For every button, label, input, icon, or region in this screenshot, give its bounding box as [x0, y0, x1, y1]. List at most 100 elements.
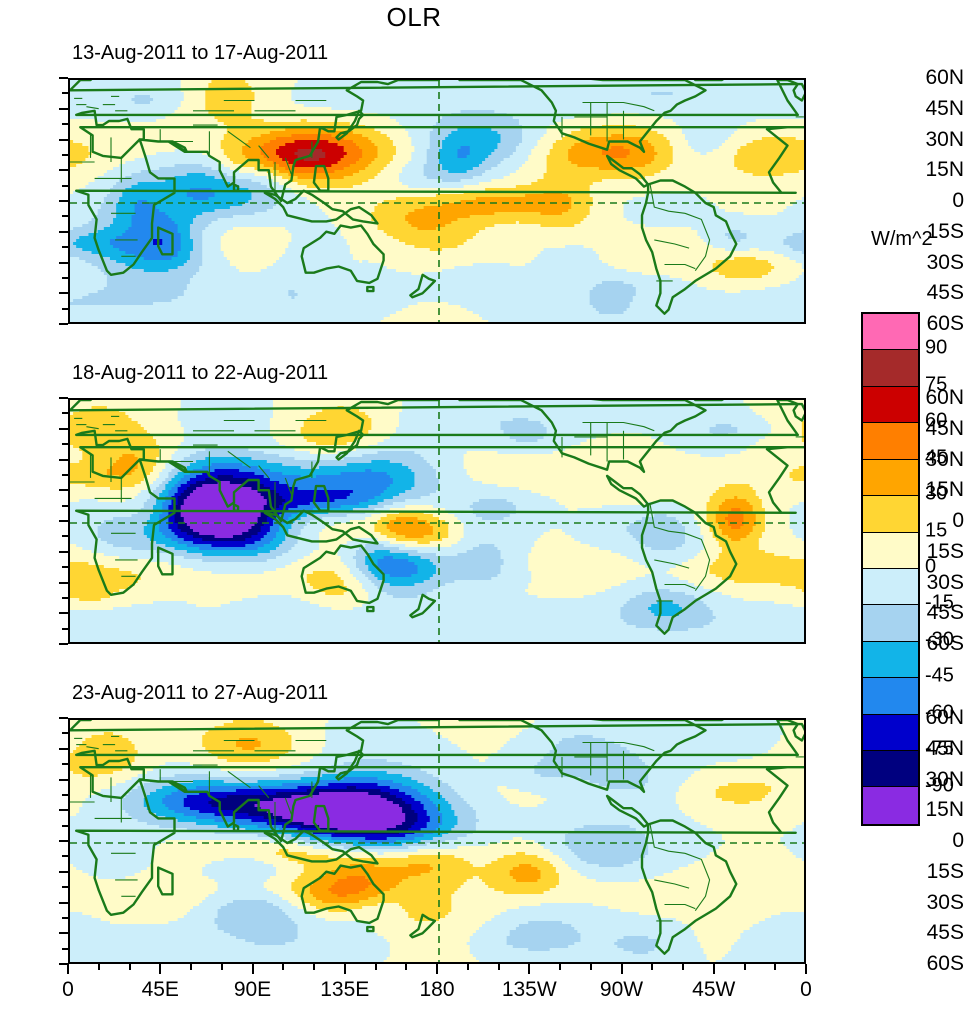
y-axis-tick — [59, 107, 68, 110]
y-tick-label: 30S — [926, 890, 964, 914]
colorbar-band — [863, 423, 918, 460]
y-axis-minor-tick — [62, 596, 68, 599]
x-axis-minor-tick — [128, 964, 131, 970]
y-tick-label: 0 — [952, 829, 964, 852]
y-axis-minor-tick — [62, 535, 68, 538]
colorbar-band — [863, 641, 918, 679]
y-axis-tick — [59, 643, 68, 645]
y-axis-minor-tick — [62, 184, 68, 187]
x-axis-minor-tick — [743, 964, 746, 970]
x-axis-minor-tick — [559, 964, 561, 970]
colorbar-tick-label: -15 — [925, 591, 954, 614]
y-axis-tick — [59, 963, 68, 965]
y-axis-tick — [59, 612, 68, 615]
y-axis-minor-tick — [62, 824, 68, 827]
y-tick-label: 60S — [926, 632, 964, 655]
x-axis-tick — [805, 964, 807, 974]
y-axis-minor-tick — [62, 246, 68, 249]
y-tick-label: 15N — [925, 798, 964, 822]
x-tick-label: 135W — [501, 978, 557, 1001]
colorbar-tick-label: -30 — [925, 628, 954, 651]
map-canvas — [70, 400, 804, 642]
x-axis-tick — [67, 964, 69, 974]
x-tick-label: 90E — [233, 978, 272, 1001]
colorbar-band — [863, 532, 918, 569]
colorbar-tick-label: 15 — [925, 519, 948, 542]
y-axis-minor-tick — [62, 886, 68, 889]
panel-title-2: 18-Aug-2011 to 22-Aug-2011 — [72, 362, 329, 384]
x-tick-label: 45W — [692, 978, 736, 1001]
x-axis-minor-tick — [651, 964, 654, 970]
y-axis-tick — [59, 778, 68, 781]
x-axis-tick — [159, 964, 162, 974]
x-axis-tick — [712, 964, 715, 974]
y-axis-minor-tick — [62, 627, 68, 630]
x-tick-label: 135E — [320, 978, 370, 1001]
colorbar-tick-label: 90 — [925, 336, 948, 359]
x-axis-minor-tick — [589, 964, 592, 970]
x-tick-label: 90W — [599, 978, 644, 1001]
x-tick-label: 180 — [419, 978, 455, 1001]
y-tick-label: 15S — [926, 219, 964, 243]
y-tick-label: 45N — [925, 736, 964, 760]
x-axis-tick — [343, 964, 346, 974]
y-axis-minor-tick — [62, 92, 68, 95]
y-tick-label: 45N — [925, 416, 964, 440]
x-tick-label: 0 — [62, 978, 74, 1001]
colorbar-tick-label: -75 — [925, 737, 954, 760]
y-axis-tick — [59, 230, 68, 233]
y-axis-tick — [59, 292, 68, 295]
y-tick-label: 60N — [925, 386, 964, 409]
map-canvas — [70, 720, 804, 962]
y-axis-tick — [59, 870, 68, 873]
y-axis-minor-tick — [62, 763, 68, 766]
y-tick-label: 15S — [926, 859, 964, 883]
y-axis-minor-tick — [62, 916, 68, 919]
y-axis-minor-tick — [62, 153, 68, 156]
y-axis-minor-tick — [62, 473, 68, 476]
colorbar-tick-label: -45 — [925, 664, 954, 687]
panel-title-1: 13-Aug-2011 to 17-Aug-2011 — [72, 42, 329, 64]
x-axis-minor-tick — [405, 964, 408, 970]
colorbar-tick-label: 45 — [925, 446, 948, 469]
y-axis-tick — [59, 138, 68, 141]
y-tick-label: 30S — [926, 570, 964, 594]
y-tick-label: 45S — [926, 281, 964, 305]
y-axis-minor-tick — [62, 215, 68, 218]
map-panel-2[interactable] — [68, 398, 806, 644]
colorbar-tick-label: 75 — [925, 373, 948, 396]
colorbar-band — [863, 386, 918, 424]
colorbar-band — [863, 678, 918, 715]
x-axis-minor-tick — [774, 964, 777, 970]
map-panel-1[interactable] — [68, 78, 806, 324]
y-axis-minor-tick — [62, 443, 68, 446]
y-axis-minor-tick — [62, 947, 68, 950]
y-axis-tick — [59, 901, 68, 904]
y-tick-label: 45S — [926, 601, 964, 625]
y-tick-label: 60N — [925, 66, 964, 89]
x-axis-tick — [528, 964, 531, 974]
y-tick-label: 0 — [952, 509, 964, 532]
x-axis-minor-tick — [374, 964, 377, 970]
y-tick-label: 30S — [926, 250, 964, 274]
y-axis-tick — [59, 427, 68, 430]
colorbar-units-label: W/m^2 — [871, 228, 933, 250]
colorbar-band — [863, 787, 918, 824]
y-axis-tick — [59, 550, 68, 553]
colorbar-band — [863, 496, 918, 533]
y-axis-tick — [59, 809, 68, 812]
x-axis-minor-tick — [190, 964, 192, 970]
x-axis-minor-tick — [313, 964, 315, 970]
y-axis-minor-tick — [62, 307, 68, 310]
y-axis-minor-tick — [62, 566, 68, 569]
colorbar-band — [863, 605, 918, 642]
y-tick-label: 30N — [925, 127, 964, 151]
map-canvas — [70, 80, 804, 322]
y-axis-tick — [59, 200, 68, 202]
y-tick-label: 60S — [926, 952, 964, 975]
colorbar-tick-label: 60 — [925, 409, 948, 432]
map-panel-3[interactable] — [68, 718, 806, 964]
y-tick-label: 15N — [925, 158, 964, 182]
colorbar[interactable] — [861, 312, 920, 826]
y-axis-minor-tick — [62, 793, 68, 796]
